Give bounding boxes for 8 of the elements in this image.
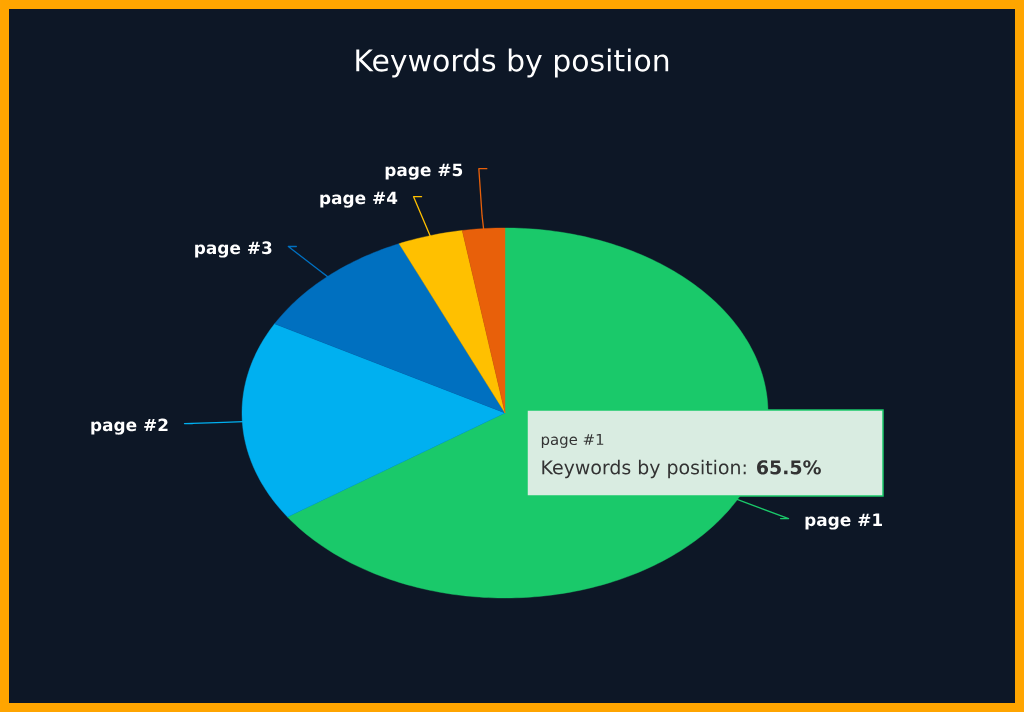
slice-label: page #3 — [195, 241, 272, 258]
slice-label: page #4 — [320, 191, 398, 208]
slice-label: page #2 — [91, 418, 168, 435]
slice-label: page #1 — [805, 513, 882, 530]
slice-label: page #5 — [385, 163, 463, 180]
text: page #1 — [541, 433, 604, 448]
chart-title: Keywords by position — [356, 48, 669, 78]
text: Keywords by position: 65.5% — [542, 459, 821, 479]
